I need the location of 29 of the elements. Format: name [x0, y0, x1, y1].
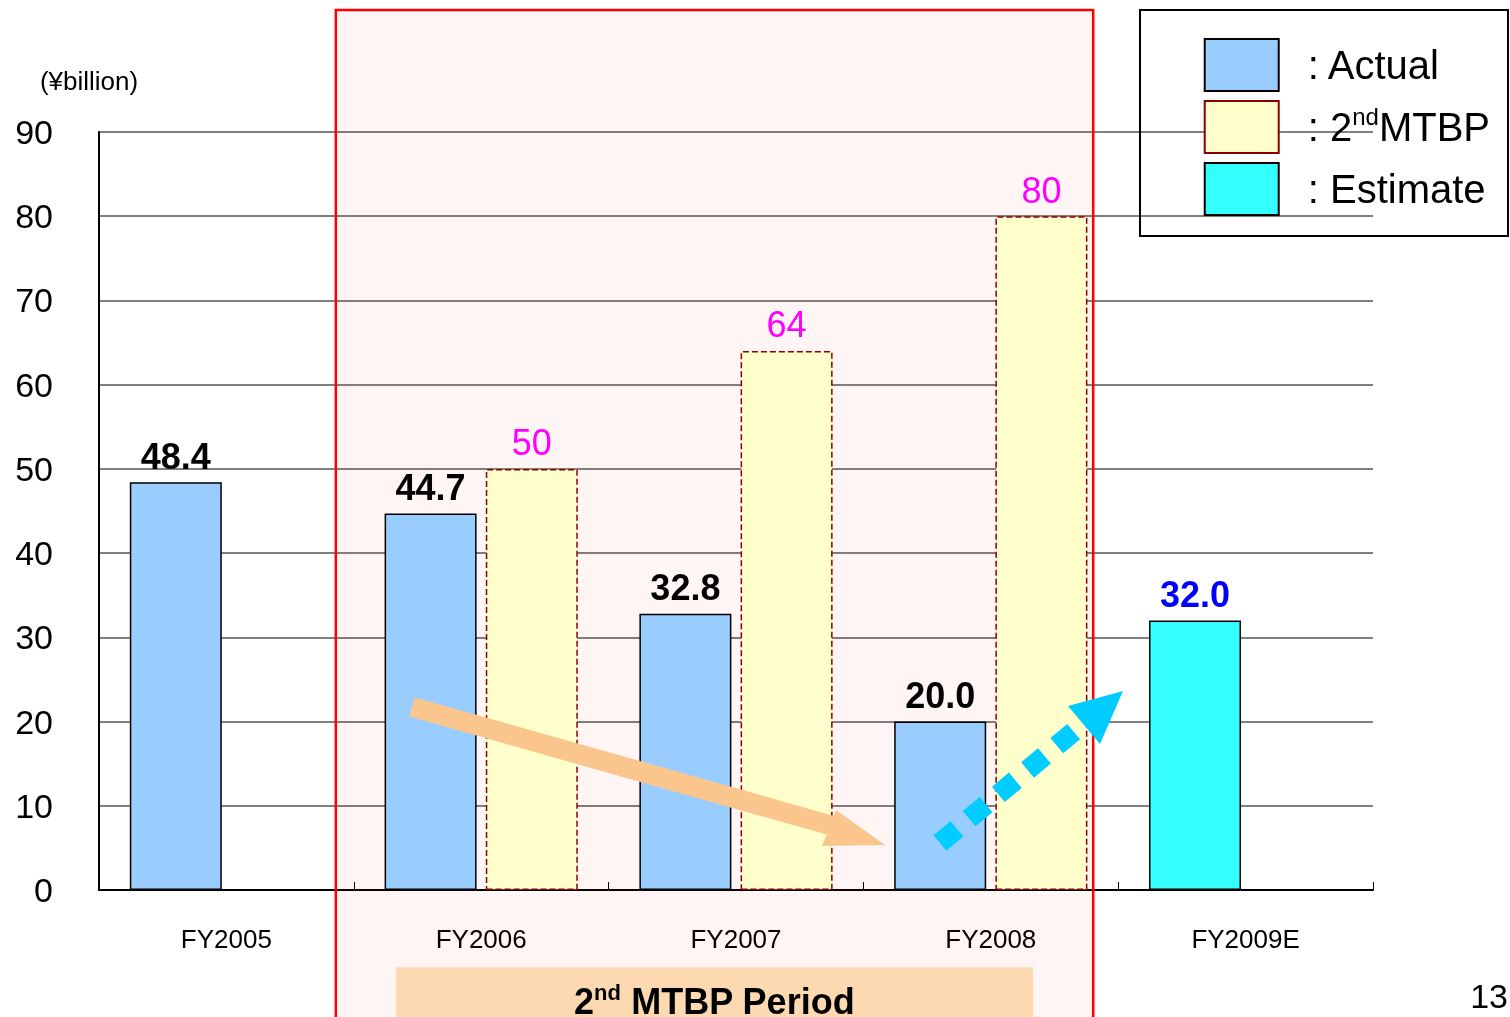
data-label: 64 [766, 304, 807, 346]
legend-label: : Actual [1307, 43, 1439, 87]
data-label: 50 [511, 422, 552, 464]
x-tick-label: FY2006 [435, 924, 527, 954]
x-tick-label: FY2005 [180, 924, 272, 954]
y-tick-label: 80 [15, 197, 53, 236]
y-tick-label: 40 [15, 534, 53, 573]
y-tick-label: 30 [15, 618, 53, 657]
y-axis-title: (¥billion) [39, 66, 139, 96]
legend-label: : Estimate [1307, 167, 1486, 211]
data-label: 80 [1021, 169, 1062, 211]
y-tick-label: 0 [34, 871, 53, 909]
text: 13 [1470, 977, 1509, 1015]
y-tick-label: 50 [15, 449, 53, 488]
y-tick-label: 60 [15, 365, 53, 404]
x-tick-label: FY2009E [1191, 924, 1300, 954]
data-label: 32.8 [650, 567, 721, 609]
data-label: 32.0 [1159, 573, 1231, 615]
y-tick-label: 90 [15, 113, 53, 151]
data-label: 44.7 [395, 467, 466, 509]
x-tick-label: FY2007 [690, 924, 782, 954]
bar [485, 468, 578, 890]
data-label: 48.4 [140, 435, 211, 477]
data-label: 20.0 [905, 675, 976, 717]
bar [740, 350, 833, 890]
y-tick-label: 10 [15, 786, 53, 825]
y-tick-label: 20 [15, 702, 53, 741]
y-tick-label: 70 [15, 281, 53, 320]
x-tick-label: FY2008 [945, 924, 1037, 954]
